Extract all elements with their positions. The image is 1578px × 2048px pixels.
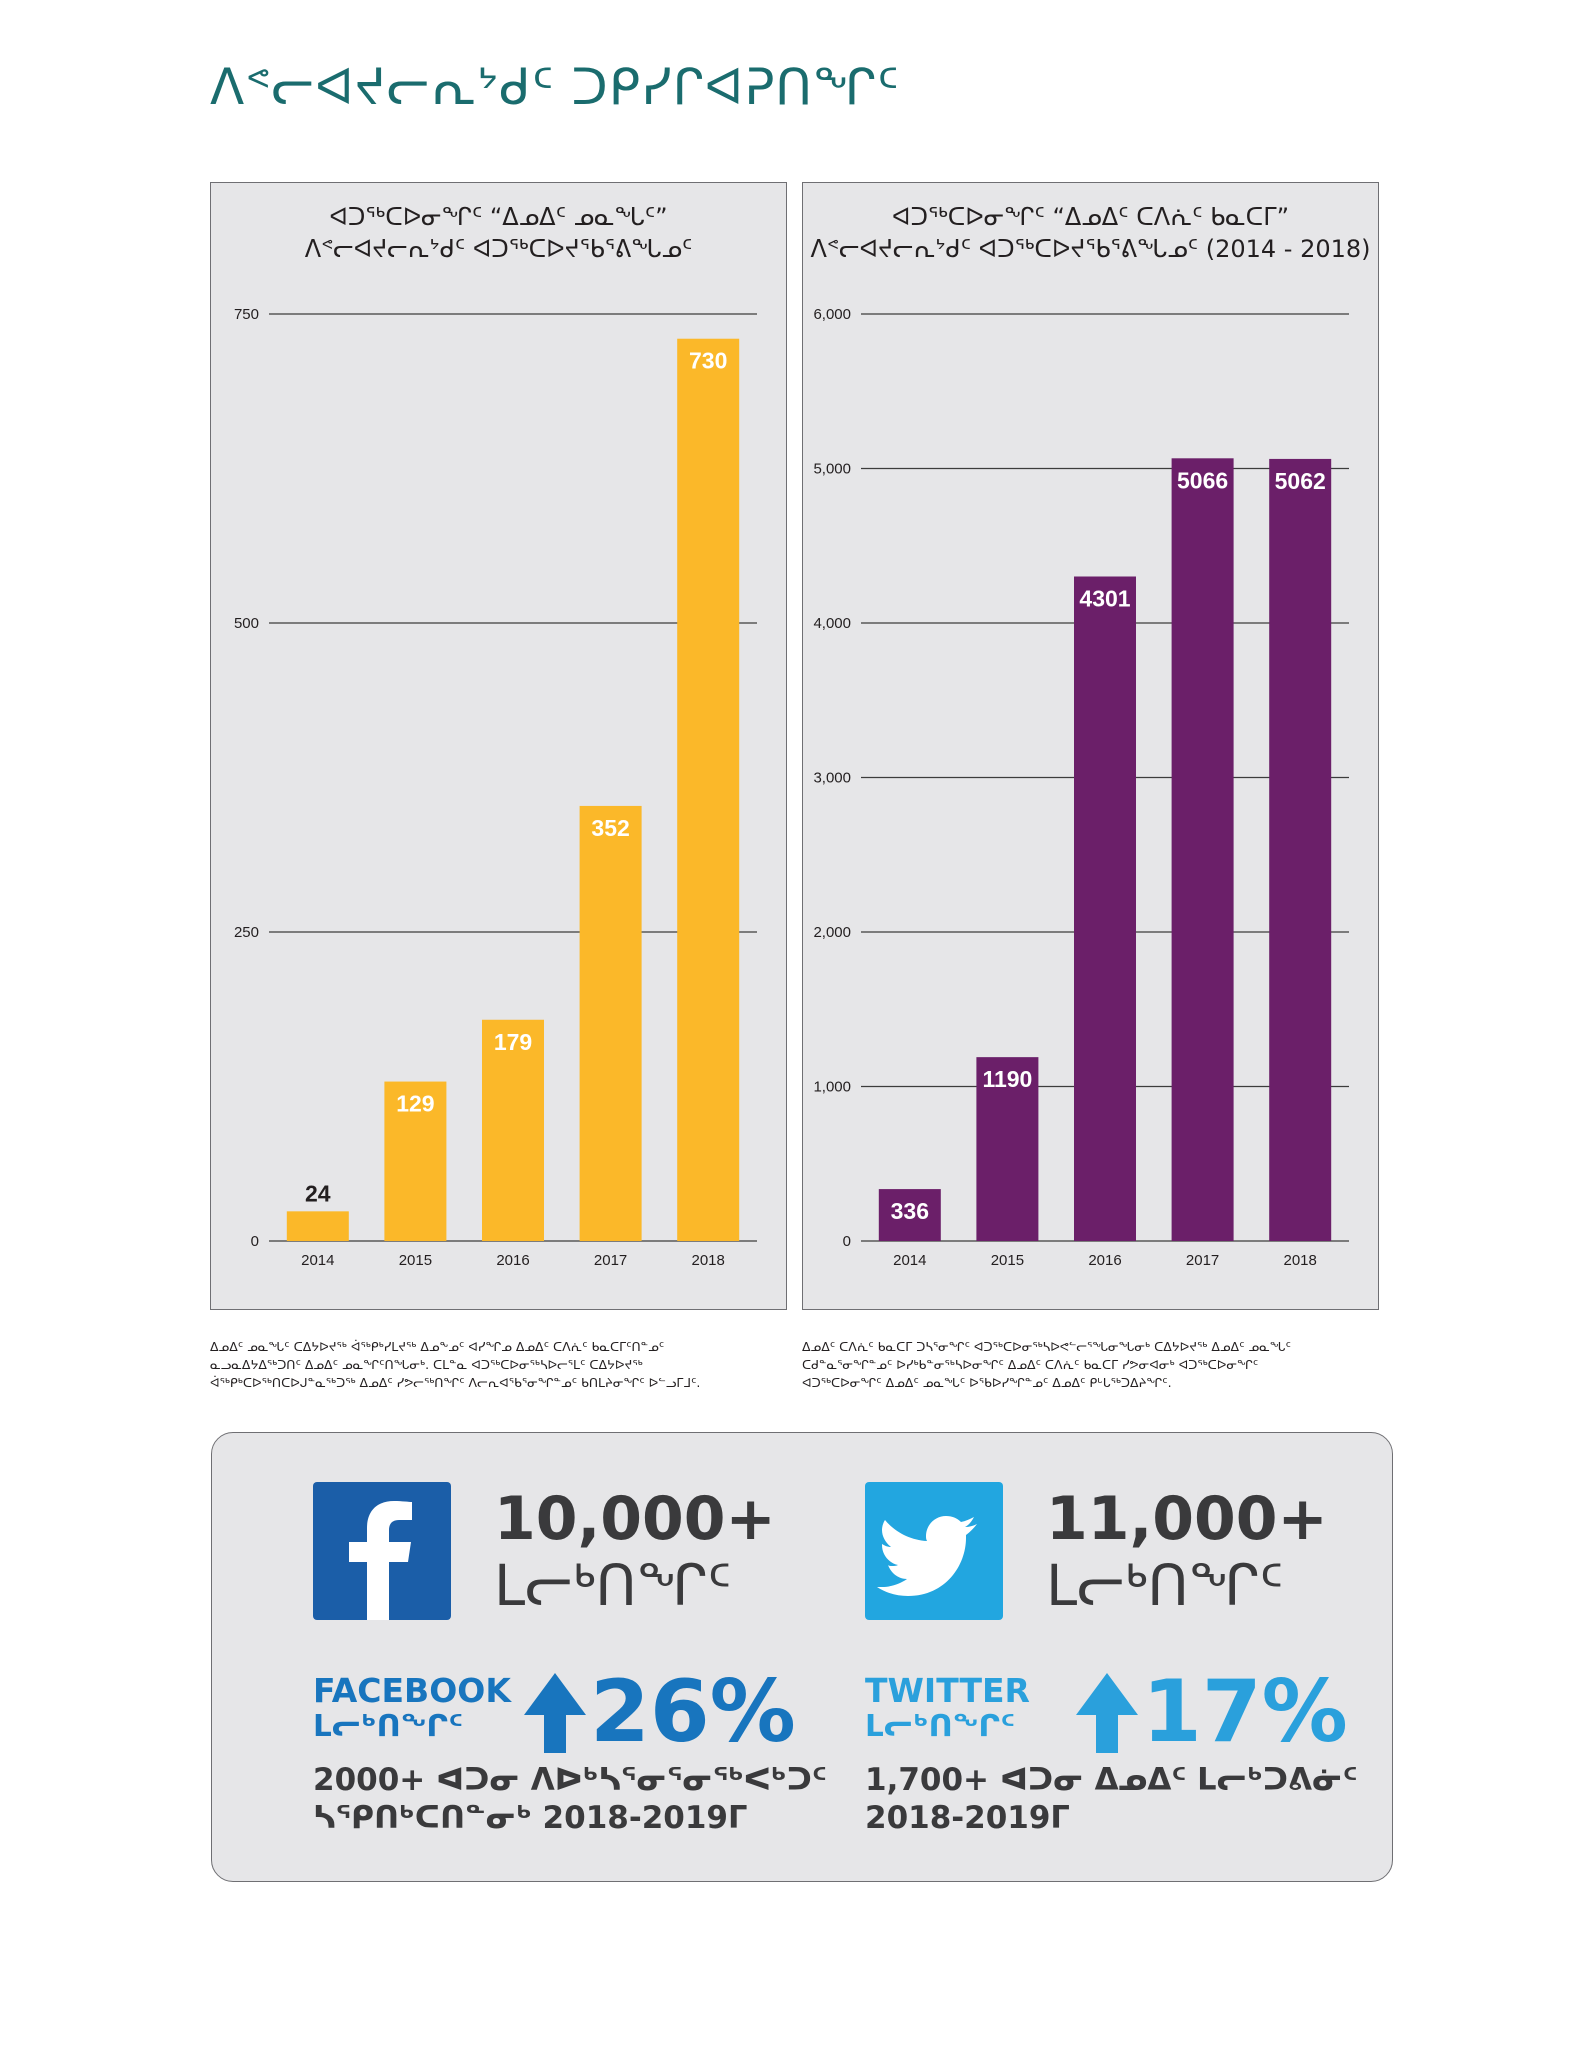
facebook-follower-count: 10,000+ <box>494 1484 776 1554</box>
twitter-growth-line: 2018-2019ᒥ <box>865 1800 1070 1836</box>
facebook-growth-line: ᓴᕿᑎᒃᑕᑎᓐᓂᒃ 2018-2019ᒥ <box>313 1800 748 1836</box>
caption-line: ᐃᓄᐃᑦ ᓄᓇᖓᑦ ᑕᐃᔭᐅᔪᖅ ᐋᖅᑭᒃᓯᒪᔪᖅ ᐃᓄᖕᓄᑦ ᐊᓯᖏᓄ ᐃᓄᐃ… <box>210 1339 665 1354</box>
y-tick-label: 5,000 <box>813 461 851 478</box>
y-tick-label: 0 <box>251 1233 259 1250</box>
caption-right: ᐃᓄᐃᑦ ᑕᐱᕇᑦ ᑲᓇᑕᒥ ᑐᓴᕐᓂᖏᑦ ᐊᑐᖅᑕᐅᓂᖅᓴᐅᕙᓪᓕᕐᖓᓂᖓᓂᒃ… <box>802 1338 1362 1392</box>
facebook-name-sub: ᒪᓕᒃᑎᖏᑦ <box>313 1709 464 1744</box>
x-tick-label: 2017 <box>1186 1252 1219 1269</box>
data-label: 24 <box>305 1180 331 1206</box>
chart-title-line: ᐊᑐᖅᑕᐅᓂᖏᑦ “ᐃᓄᐃᑦ ᓄᓇᖓᑦ” <box>329 203 668 231</box>
twitter-growth-line: 1,700+ ᐊᑐᓂ ᐃᓄᐃᑦ ᒪᓕᒃᑐᕕᓃᑦ <box>865 1762 1358 1798</box>
data-label: 730 <box>689 348 727 374</box>
up-arrow-icon <box>524 1673 586 1753</box>
data-label: 352 <box>591 815 629 841</box>
chart-panel-left: ᐊᑐᖅᑕᐅᓂᖏᑦ “ᐃᓄᐃᑦ ᓄᓇᖓᑦ” ᐱᕝᓕᐊᔪᓕᕆᔾᑯᑦ ᐊᑐᖅᑕᐅᔪᖃᕐ… <box>210 182 787 1310</box>
twitter-name-sub: ᒪᓕᒃᑎᖏᑦ <box>865 1709 1016 1744</box>
y-tick-label: 250 <box>234 924 259 941</box>
y-tick-label: 750 <box>234 306 259 323</box>
y-tick-label: 2,000 <box>813 924 851 941</box>
bar <box>878 1189 941 1241</box>
x-tick-label: 2014 <box>301 1252 334 1269</box>
x-tick-label: 2018 <box>1284 1252 1317 1269</box>
x-tick-label: 2018 <box>692 1252 725 1269</box>
caption-line: ᐊᑐᖅᑕᐅᓂᖏᑦ ᐃᓄᐃᑦ ᓄᓇᖓᑦ ᐅᖃᐅᓯᖏᓐᓄᑦ ᐃᓄᐃᑦ ᑭᒡᒐᖅᑐᐃᔨ… <box>802 1375 1172 1390</box>
chart-title-line: ᐱᕝᓕᐊᔪᓕᕆᔾᑯᑦ ᐊᑐᖅᑕᐅᔪᖃᕐᕕᖓᓄᑦ <box>304 235 693 263</box>
data-label: 1190 <box>982 1066 1032 1092</box>
facebook-logo-icon <box>313 1482 451 1620</box>
facebook-name: FACEBOOK <box>313 1671 511 1710</box>
twitter-follower-count: 11,000+ <box>1046 1484 1328 1554</box>
facebook-growth-line: 2000+ ᐊᑐᓂ ᐱᐅᒃᓴᕐᓂᕐᓂᖅᐸᒃᑐᑦ <box>313 1762 827 1798</box>
bar <box>579 805 642 1241</box>
bar <box>1269 458 1332 1241</box>
y-tick-label: 4,000 <box>813 615 851 632</box>
facebook-follower-label: ᒪᓕᒃᑎᖏᑦ <box>494 1554 732 1619</box>
up-arrow-icon <box>1076 1673 1138 1753</box>
x-tick-label: 2016 <box>1088 1252 1121 1269</box>
bar <box>677 338 740 1242</box>
data-label: 336 <box>891 1198 929 1224</box>
social-media-panel: 10,000+ ᒪᓕᒃᑎᖏᑦ FACEBOOK ᒪᓕᒃᑎᖏᑦ 26% 2000+… <box>211 1432 1393 1882</box>
y-tick-label: 6,000 <box>813 306 851 323</box>
chart-panel-right: ᐊᑐᖅᑕᐅᓂᖏᑦ “ᐃᓄᐃᑦ ᑕᐱᕇᑦ ᑲᓇᑕᒥ” ᐱᕝᓕᐊᔪᓕᕆᔾᑯᑦ ᐊᑐᖅ… <box>802 182 1379 1310</box>
bar-chart-right: 0 1,000 2,000 3,000 4,000 5,000 6,000 336 2014 11… <box>813 306 1349 1269</box>
x-tick-label: 2014 <box>893 1252 926 1269</box>
y-tick-label: 0 <box>843 1233 851 1250</box>
caption-left: ᐃᓄᐃᑦ ᓄᓇᖓᑦ ᑕᐃᔭᐅᔪᖅ ᐋᖅᑭᒃᓯᒪᔪᖅ ᐃᓄᖕᓄᑦ ᐊᓯᖏᓄ ᐃᓄᐃ… <box>210 1338 770 1392</box>
data-label: 129 <box>396 1091 434 1117</box>
bar <box>1171 458 1234 1242</box>
twitter-logo-icon <box>865 1482 1003 1620</box>
facebook-growth-percent: 26% <box>590 1662 796 1762</box>
y-tick-label: 500 <box>234 615 259 632</box>
bar <box>384 1081 447 1241</box>
chart-title: ᐊᑐᖅᑕᐅᓂᖏᑦ “ᐃᓄᐃᑦ ᓄᓇᖓᑦ” ᐱᕝᓕᐊᔪᓕᕆᔾᑯᑦ ᐊᑐᖅᑕᐅᔪᖃᕐ… <box>211 201 786 265</box>
caption-line: ᓇᓗᓇᐃᔭᐃᖅᑐᑎᑦ ᐃᓄᐃᑦ ᓄᓇᖏᑦᑎᖓᓂᒃ. ᑕᒪᓐᓇ ᐊᑐᖅᑕᐅᓂᖅᓴᐅ… <box>210 1357 643 1372</box>
x-tick-label: 2015 <box>399 1252 432 1269</box>
caption-line: ᐋᖅᑭᒃᑕᐅᖅᑎᑕᐅᒍᓐᓇᖅᑐᖅ ᐃᓄᐃᑦ ᓯᕗᓕᖅᑎᖏᑦ ᐱᓕᕆᐊᖃᕐᓂᖏᓐᓄ… <box>210 1375 701 1390</box>
x-tick-label: 2017 <box>594 1252 627 1269</box>
x-tick-label: 2015 <box>991 1252 1024 1269</box>
data-label: 5066 <box>1177 467 1228 493</box>
y-tick-label: 3,000 <box>813 770 851 787</box>
x-tick-label: 2016 <box>496 1252 529 1269</box>
caption-line: ᑕᑯᓐᓇᕐᓂᖏᓐᓄᑦ ᐅᓯᒃᑲᓐᓂᖅᓴᐅᓂᖏᑦ ᐃᓄᐃᑦ ᑕᐱᕇᑦ ᑲᓇᑕᒥ ᓯ… <box>802 1357 1259 1372</box>
bar <box>286 1211 349 1241</box>
data-label: 4301 <box>1079 585 1130 611</box>
bar <box>976 1057 1039 1241</box>
chart-title-line: ᐊᑐᖅᑕᐅᓂᖏᑦ “ᐃᓄᐃᑦ ᑕᐱᕇᑦ ᑲᓇᑕᒥ” <box>891 203 1290 231</box>
twitter-name: TWITTER <box>865 1671 1030 1710</box>
page-title: ᐱᕝᓕᐊᔪᓕᕆᔾᑯᑦ ᑐᑭᓯᒋᐊᕈᑎᖏᑦ <box>210 58 900 116</box>
twitter-follower-label: ᒪᓕᒃᑎᖏᑦ <box>1046 1554 1284 1619</box>
twitter-growth-percent: 17% <box>1142 1662 1348 1762</box>
caption-line: ᐃᓄᐃᑦ ᑕᐱᕇᑦ ᑲᓇᑕᒥ ᑐᓴᕐᓂᖏᑦ ᐊᑐᖅᑕᐅᓂᖅᓴᐅᕙᓪᓕᕐᖓᓂᖓᓂᒃ… <box>802 1339 1291 1354</box>
chart-title: ᐊᑐᖅᑕᐅᓂᖏᑦ “ᐃᓄᐃᑦ ᑕᐱᕇᑦ ᑲᓇᑕᒥ” ᐱᕝᓕᐊᔪᓕᕆᔾᑯᑦ ᐊᑐᖅ… <box>803 201 1378 265</box>
chart-title-line: ᐱᕝᓕᐊᔪᓕᕆᔾᑯᑦ ᐊᑐᖅᑕᐅᔪᖃᕐᕕᖓᓄᑦ (2014 - 2018) <box>810 235 1371 263</box>
bar <box>1074 576 1136 1241</box>
data-label: 5062 <box>1275 468 1326 494</box>
bar-chart-left: 0 250 500 750 24 2014 129 2015 179 2016 352 2017 730… <box>234 306 757 1269</box>
bar <box>482 1019 544 1241</box>
data-label: 179 <box>494 1029 532 1055</box>
y-tick-label: 1,000 <box>813 1079 851 1096</box>
